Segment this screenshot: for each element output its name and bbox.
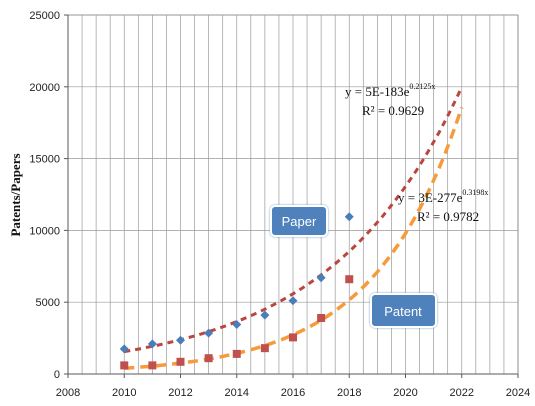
x-tick-label: 2024 [506,387,530,399]
paper-callout-box [270,205,328,237]
patent-point [289,333,297,342]
grid [67,14,519,375]
y-tick-label: 0 [54,369,60,381]
patent-callout-label: Patent [384,304,422,319]
paper-trendline-equation: y = 5E-183e0.2125x [345,82,435,99]
x-tick-label: 2018 [337,387,361,399]
patent-point [260,344,269,353]
annotations: Patents/Papers y = 5E-183e0.2125x R² = 0… [8,82,488,328]
patent-point [148,361,157,370]
paper-point [119,344,129,354]
patent-point [204,354,213,363]
patent-trendline-equation: y = 3E-277e0.3198x [398,188,488,205]
patent-callout: Patent [370,293,437,328]
y-tick-label: 15000 [29,154,60,166]
data-points [119,212,354,370]
patent-point [176,357,185,366]
patent-point [317,313,326,322]
paper-point [176,335,185,345]
y-tick-label: 10000 [29,225,60,237]
paper-trendline-r2: R² = 0.9629 [362,103,424,118]
paper-point [260,310,270,320]
patent-point [120,361,129,370]
paper-point [344,212,354,222]
y-axis-label: Patents/Papers [8,153,23,236]
patent-point [232,349,241,358]
patent-trendline-r2: R² = 0.9782 [417,209,479,224]
x-tick-label: 2012 [168,387,192,399]
paper-callout-label: Paper [282,214,317,229]
x-tick-label: 2010 [112,387,136,399]
patent-callout-box [370,293,437,328]
x-tick-label: 2008 [56,387,80,399]
x-tick-label: 2020 [393,387,417,399]
x-tick-label: 2014 [225,387,249,399]
x-tick-label: 2022 [450,387,474,399]
paper-point [204,328,214,338]
paper-point [288,296,298,306]
paper-point [316,273,326,283]
patent-point [345,275,354,284]
paper-point [147,339,157,349]
paper-point [232,319,242,329]
y-tick-label: 5000 [36,297,60,309]
y-tick-label: 20000 [29,82,60,94]
x-tick-label: 2016 [281,387,305,399]
paper-callout: Paper [270,205,328,237]
y-tick-label: 25000 [29,10,60,22]
axes: 0 5000 10000 15000 20000 25000 2008 2010 2012 201… [29,10,530,399]
